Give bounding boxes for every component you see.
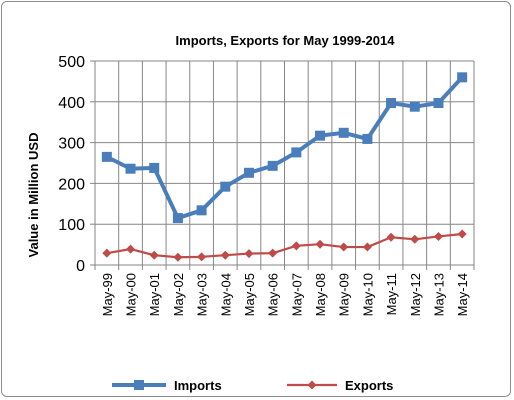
x-tick-label: May-04 xyxy=(218,273,233,316)
exports-point xyxy=(102,248,112,258)
y-tick-label: 0 xyxy=(76,258,85,275)
exports-point xyxy=(433,231,443,241)
x-tick-label: May-03 xyxy=(195,273,210,316)
x-tick-label: May-14 xyxy=(455,273,470,316)
legend-swatch-marker xyxy=(134,380,144,390)
imports-point xyxy=(433,98,444,109)
imports-point xyxy=(172,213,183,224)
x-tick-label: May-10 xyxy=(360,273,375,316)
legend-item-exports: Exports xyxy=(287,378,393,393)
exports-point xyxy=(173,252,183,262)
series-imports xyxy=(101,72,468,224)
imports-point xyxy=(149,162,160,173)
x-tick-label: May-99 xyxy=(100,273,115,316)
imports-point xyxy=(315,130,326,141)
imports-point xyxy=(196,205,207,216)
exports-point xyxy=(291,241,301,251)
exports-point xyxy=(362,242,372,252)
legend-item-imports: Imports xyxy=(112,378,222,393)
imports-point xyxy=(125,163,136,174)
legend-swatch-marker xyxy=(307,380,317,390)
exports-point xyxy=(197,252,207,262)
y-tick-label: 300 xyxy=(58,136,85,153)
x-tick-label: May-13 xyxy=(431,273,446,316)
exports-point xyxy=(339,242,349,252)
imports-point xyxy=(243,167,254,178)
x-tick-label: May-01 xyxy=(147,273,162,316)
series-exports xyxy=(102,229,467,262)
x-tick-label: May-08 xyxy=(313,273,328,316)
x-tick-label: May-12 xyxy=(408,273,423,316)
imports-point xyxy=(386,98,397,109)
imports-point xyxy=(362,133,373,144)
y-tick-label: 200 xyxy=(58,176,85,193)
x-tick-label: May-05 xyxy=(242,273,257,316)
imports-point xyxy=(101,151,112,162)
exports-point xyxy=(410,234,420,244)
legend-label: Exports xyxy=(345,378,393,393)
exports-point xyxy=(457,229,467,239)
imports-point xyxy=(291,147,302,158)
exports-point xyxy=(315,239,325,249)
axes xyxy=(90,60,475,270)
imports-point xyxy=(409,101,420,112)
y-tick-label: 500 xyxy=(58,54,85,71)
x-tick-label: May-07 xyxy=(289,273,304,316)
imports-point xyxy=(338,127,349,138)
y-tick-labels: 0 100 200 300 400 500 xyxy=(58,54,85,275)
series xyxy=(101,72,468,262)
y-tick-label: 400 xyxy=(58,95,85,112)
legend: Imports Exports xyxy=(112,378,393,393)
chart-title: Imports, Exports for May 1999-2014 xyxy=(176,33,396,48)
x-tick-label: May-11 xyxy=(384,273,399,315)
x-tick-label: May-06 xyxy=(266,273,281,316)
imports-point xyxy=(220,181,231,192)
imports-point xyxy=(267,160,278,171)
exports-point xyxy=(268,248,278,258)
exports-point xyxy=(386,232,396,242)
exports-point xyxy=(149,250,159,260)
x-tick-labels: May-99 May-00 May-01 May-02 May-03 May-04 May-… xyxy=(100,273,470,316)
x-tick-label: May-00 xyxy=(124,273,139,316)
imports-line xyxy=(105,75,464,221)
x-tick-label: May-02 xyxy=(171,273,186,316)
exports-line xyxy=(106,232,463,259)
exports-point xyxy=(126,244,136,254)
y-tick-label: 100 xyxy=(58,217,85,234)
exports-point xyxy=(244,249,254,259)
imports-point xyxy=(457,72,468,83)
y-axis-label: Value in Million USD xyxy=(26,133,41,258)
x-tick-label: May-09 xyxy=(337,273,352,316)
legend-label: Imports xyxy=(174,378,222,393)
exports-point xyxy=(220,250,230,260)
